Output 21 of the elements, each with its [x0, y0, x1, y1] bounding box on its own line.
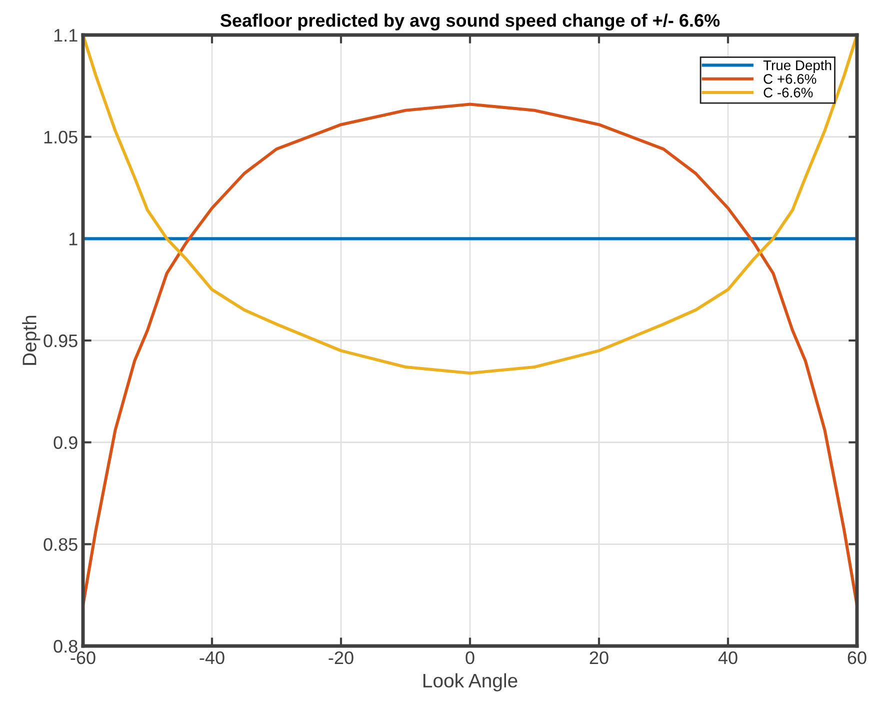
line-series — [83, 102, 857, 607]
x-tick-label: -40 — [200, 651, 224, 664]
x-tick-label: 40 — [718, 651, 738, 664]
x-axis-title: Look Angle — [423, 673, 518, 692]
x-tick-label: -60 — [70, 651, 96, 664]
chart-title: Seafloor predicted by avg sound speed change of +/- 6.6% — [220, 14, 720, 30]
y-tick-label: 0.85 — [44, 538, 78, 551]
x-tick-label: 0 — [466, 651, 474, 664]
legend-label: C +6.6% — [764, 74, 816, 84]
x-tick-label: 60 — [848, 651, 866, 664]
y-tick-label: 0.8 — [54, 640, 78, 653]
x-tick-label: -20 — [328, 651, 354, 664]
y-tick-label: 1.1 — [54, 29, 78, 42]
y-tick-label: 0.9 — [54, 436, 78, 450]
y-tick-label: 0.95 — [44, 334, 78, 348]
legend-label: True Depth — [763, 60, 832, 73]
y-tick-label: 1.05 — [44, 130, 78, 144]
y-tick-label: 1 — [69, 232, 78, 246]
y-axis-title: Depth — [22, 316, 40, 365]
legend-label: C -6.6% — [764, 88, 813, 98]
x-tick-label: 20 — [590, 651, 608, 664]
